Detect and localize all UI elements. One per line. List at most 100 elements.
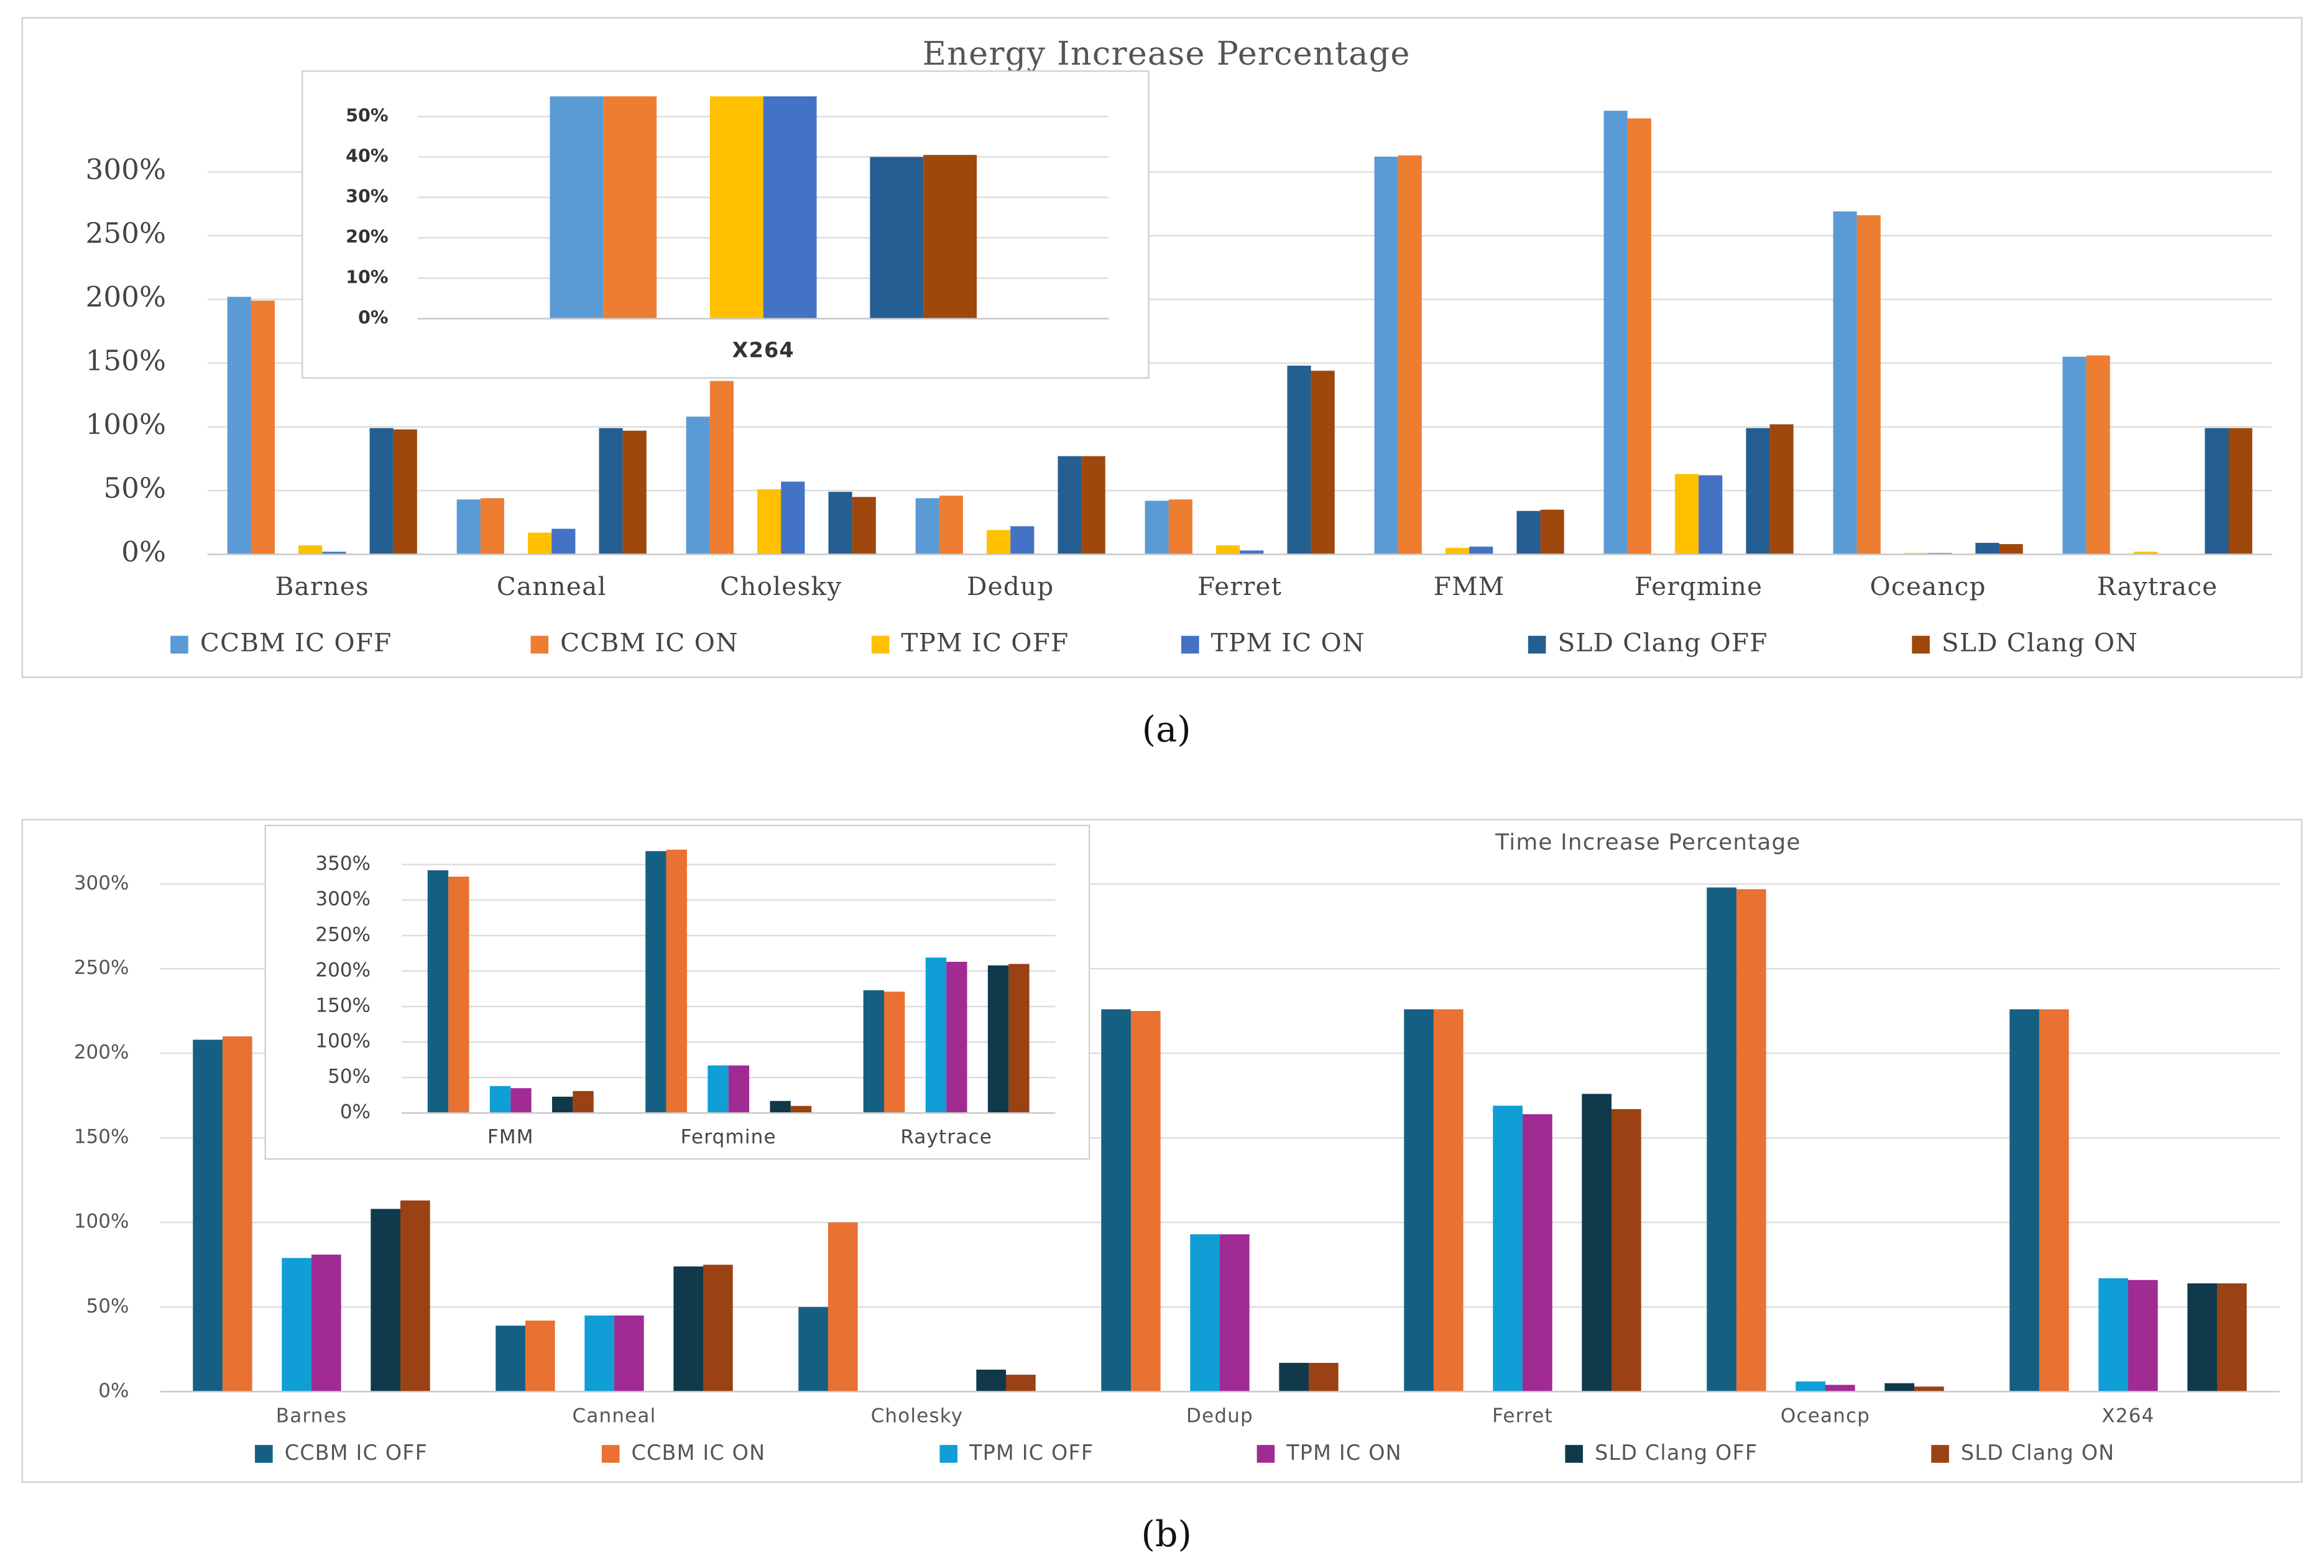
x-tick-label: FMM — [1434, 571, 1505, 601]
bar — [456, 499, 481, 555]
y-tick-label: 200% — [86, 280, 166, 313]
bar — [1914, 1386, 1944, 1392]
x-tick-label: Raytrace — [2097, 571, 2218, 601]
bar — [1493, 1105, 1523, 1392]
legend-swatch — [1912, 635, 1930, 654]
bar — [709, 96, 763, 319]
y-tick-label: 100% — [86, 408, 166, 441]
x-tick-label: Raytrace — [900, 1126, 992, 1148]
bar — [448, 877, 469, 1114]
bar — [528, 532, 552, 555]
bar — [573, 1091, 594, 1114]
bar — [1540, 509, 1564, 555]
y-tick-label: 200% — [315, 959, 371, 981]
bar — [251, 300, 275, 555]
legend-swatch — [1257, 1445, 1275, 1463]
bar — [2217, 1283, 2247, 1392]
y-tick-label: 200% — [74, 1041, 129, 1064]
legend-swatch — [170, 635, 188, 654]
x-tick-label: Ferqmine — [681, 1126, 777, 1148]
bar — [1398, 155, 1422, 555]
bar — [987, 965, 1009, 1114]
bar — [757, 489, 782, 555]
bar — [1736, 889, 1766, 1392]
bar — [1516, 510, 1541, 555]
bar — [1833, 211, 1857, 555]
legend-label: SLD Clang OFF — [1558, 627, 1768, 657]
bar — [1707, 887, 1736, 1392]
bar — [552, 1096, 573, 1114]
bar — [1058, 456, 1082, 555]
x-tick-label: Ferqmine — [1635, 571, 1763, 601]
bar — [1699, 475, 1723, 555]
bar — [987, 530, 1011, 555]
legend-swatch — [871, 635, 890, 654]
legend-label: CCBM IC ON — [560, 627, 739, 657]
bar — [828, 1222, 858, 1392]
bar — [1582, 1094, 1612, 1392]
bar — [1145, 500, 1169, 555]
bar — [1433, 1009, 1464, 1392]
bar — [709, 380, 734, 555]
bar — [1008, 964, 1030, 1114]
y-tick-label: 150% — [315, 994, 371, 1017]
bar — [923, 155, 977, 319]
bar — [1279, 1363, 1309, 1392]
y-tick-label: 0% — [121, 535, 166, 568]
bar — [1101, 1009, 1131, 1392]
bar — [798, 1307, 828, 1392]
x-tick-label: Ferret — [1197, 571, 1282, 601]
bar — [603, 96, 657, 319]
bar — [2128, 1280, 2158, 1392]
bar — [1010, 526, 1035, 555]
bar — [763, 96, 817, 319]
bar — [525, 1321, 555, 1392]
bar — [311, 1254, 341, 1392]
bar — [645, 851, 666, 1114]
x-tick-label: Dedup — [1186, 1404, 1253, 1427]
bar — [193, 1040, 223, 1392]
bar — [369, 428, 394, 555]
legend-swatch — [1565, 1445, 1584, 1463]
legend-label: SLD Clang OFF — [1595, 1441, 1758, 1465]
x-tick-label: Ferret — [1492, 1404, 1553, 1427]
bar — [1612, 1109, 1641, 1392]
y-tick-label: 50% — [346, 104, 388, 126]
y-tick-label: 40% — [346, 145, 388, 166]
bar — [496, 1326, 525, 1392]
y-tick-label: 150% — [86, 344, 166, 377]
bar — [686, 417, 710, 555]
bar — [946, 962, 967, 1114]
bar — [666, 849, 687, 1114]
legend-label: SLD Clang ON — [1942, 627, 2138, 657]
bar — [622, 430, 647, 555]
bar — [2086, 355, 2110, 555]
bar — [673, 1266, 704, 1392]
bar — [393, 429, 417, 555]
bar — [489, 1086, 511, 1114]
bar — [976, 1369, 1007, 1392]
bar — [915, 498, 939, 555]
bar — [1975, 543, 1999, 555]
bar — [1825, 1385, 1855, 1392]
legend-swatch — [1528, 635, 1546, 654]
bar — [1469, 546, 1493, 555]
y-tick-label: 250% — [315, 923, 371, 946]
legend-label: SLD Clang ON — [1961, 1441, 2115, 1465]
bar — [703, 1265, 733, 1392]
bar — [1216, 545, 1240, 555]
bar — [852, 497, 876, 555]
bar — [2133, 551, 2158, 555]
bar — [1769, 424, 1794, 555]
bar — [584, 1315, 614, 1392]
bar — [1856, 215, 1881, 555]
x-tick-label: FMM — [487, 1126, 534, 1148]
bar — [1081, 456, 1105, 555]
bar — [863, 990, 885, 1114]
bar — [1999, 544, 2023, 555]
legend-label: TPM IC ON — [1286, 1441, 1402, 1465]
y-tick-label: 20% — [346, 226, 388, 247]
bar — [884, 991, 905, 1114]
chart-title: Time Increase Percentage — [1495, 829, 1801, 855]
bar — [870, 157, 924, 319]
